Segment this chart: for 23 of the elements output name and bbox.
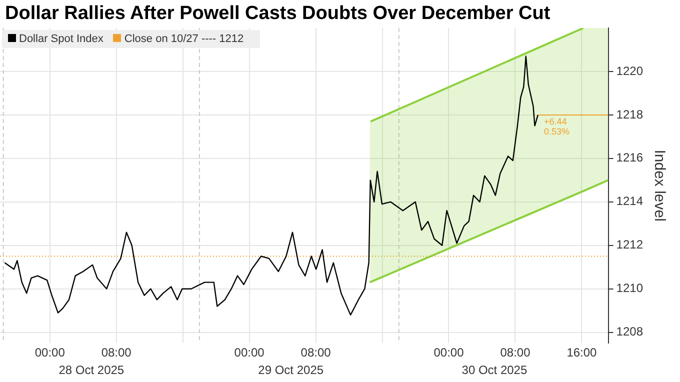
x-tick-label: 00:00 xyxy=(434,346,464,360)
x-tick-label: 08:00 xyxy=(300,346,332,360)
x-tick-label: 08:00 xyxy=(500,346,531,360)
y-tick-label: 1212 xyxy=(616,238,644,252)
annotation: 0.53% xyxy=(544,126,570,136)
y-axis-title: Index level xyxy=(650,150,668,222)
x-tick-label: 08:00 xyxy=(101,346,132,360)
y-tick-label: 1210 xyxy=(616,281,644,296)
x2-tick-label: 28 Oct 2025 xyxy=(58,363,124,378)
chart-title: Dollar Rallies After Powell Casts Doubts Over December Cut xyxy=(5,3,550,25)
x2-tick-label: 29 Oct 2025 xyxy=(258,363,324,378)
y-tick-label: 1216 xyxy=(616,150,644,165)
annotation: +6.44 xyxy=(544,116,567,126)
y-tick-label: 1208 xyxy=(616,324,644,339)
x2-tick-label: 30 Oct 2025 xyxy=(462,363,528,378)
x-tick-label: 00:00 xyxy=(34,346,66,360)
x-tick-label: 16:00 xyxy=(566,346,598,360)
legend-label: Close on 10/27 ---- 1212 xyxy=(124,33,244,45)
x-tick-label: 00:00 xyxy=(234,346,265,360)
legend-label: Dollar Spot Index xyxy=(19,33,104,45)
y-tick-label: 1214 xyxy=(616,194,644,208)
y-tick-label: 1220 xyxy=(616,64,644,78)
y-tick-label: 1218 xyxy=(616,107,644,122)
